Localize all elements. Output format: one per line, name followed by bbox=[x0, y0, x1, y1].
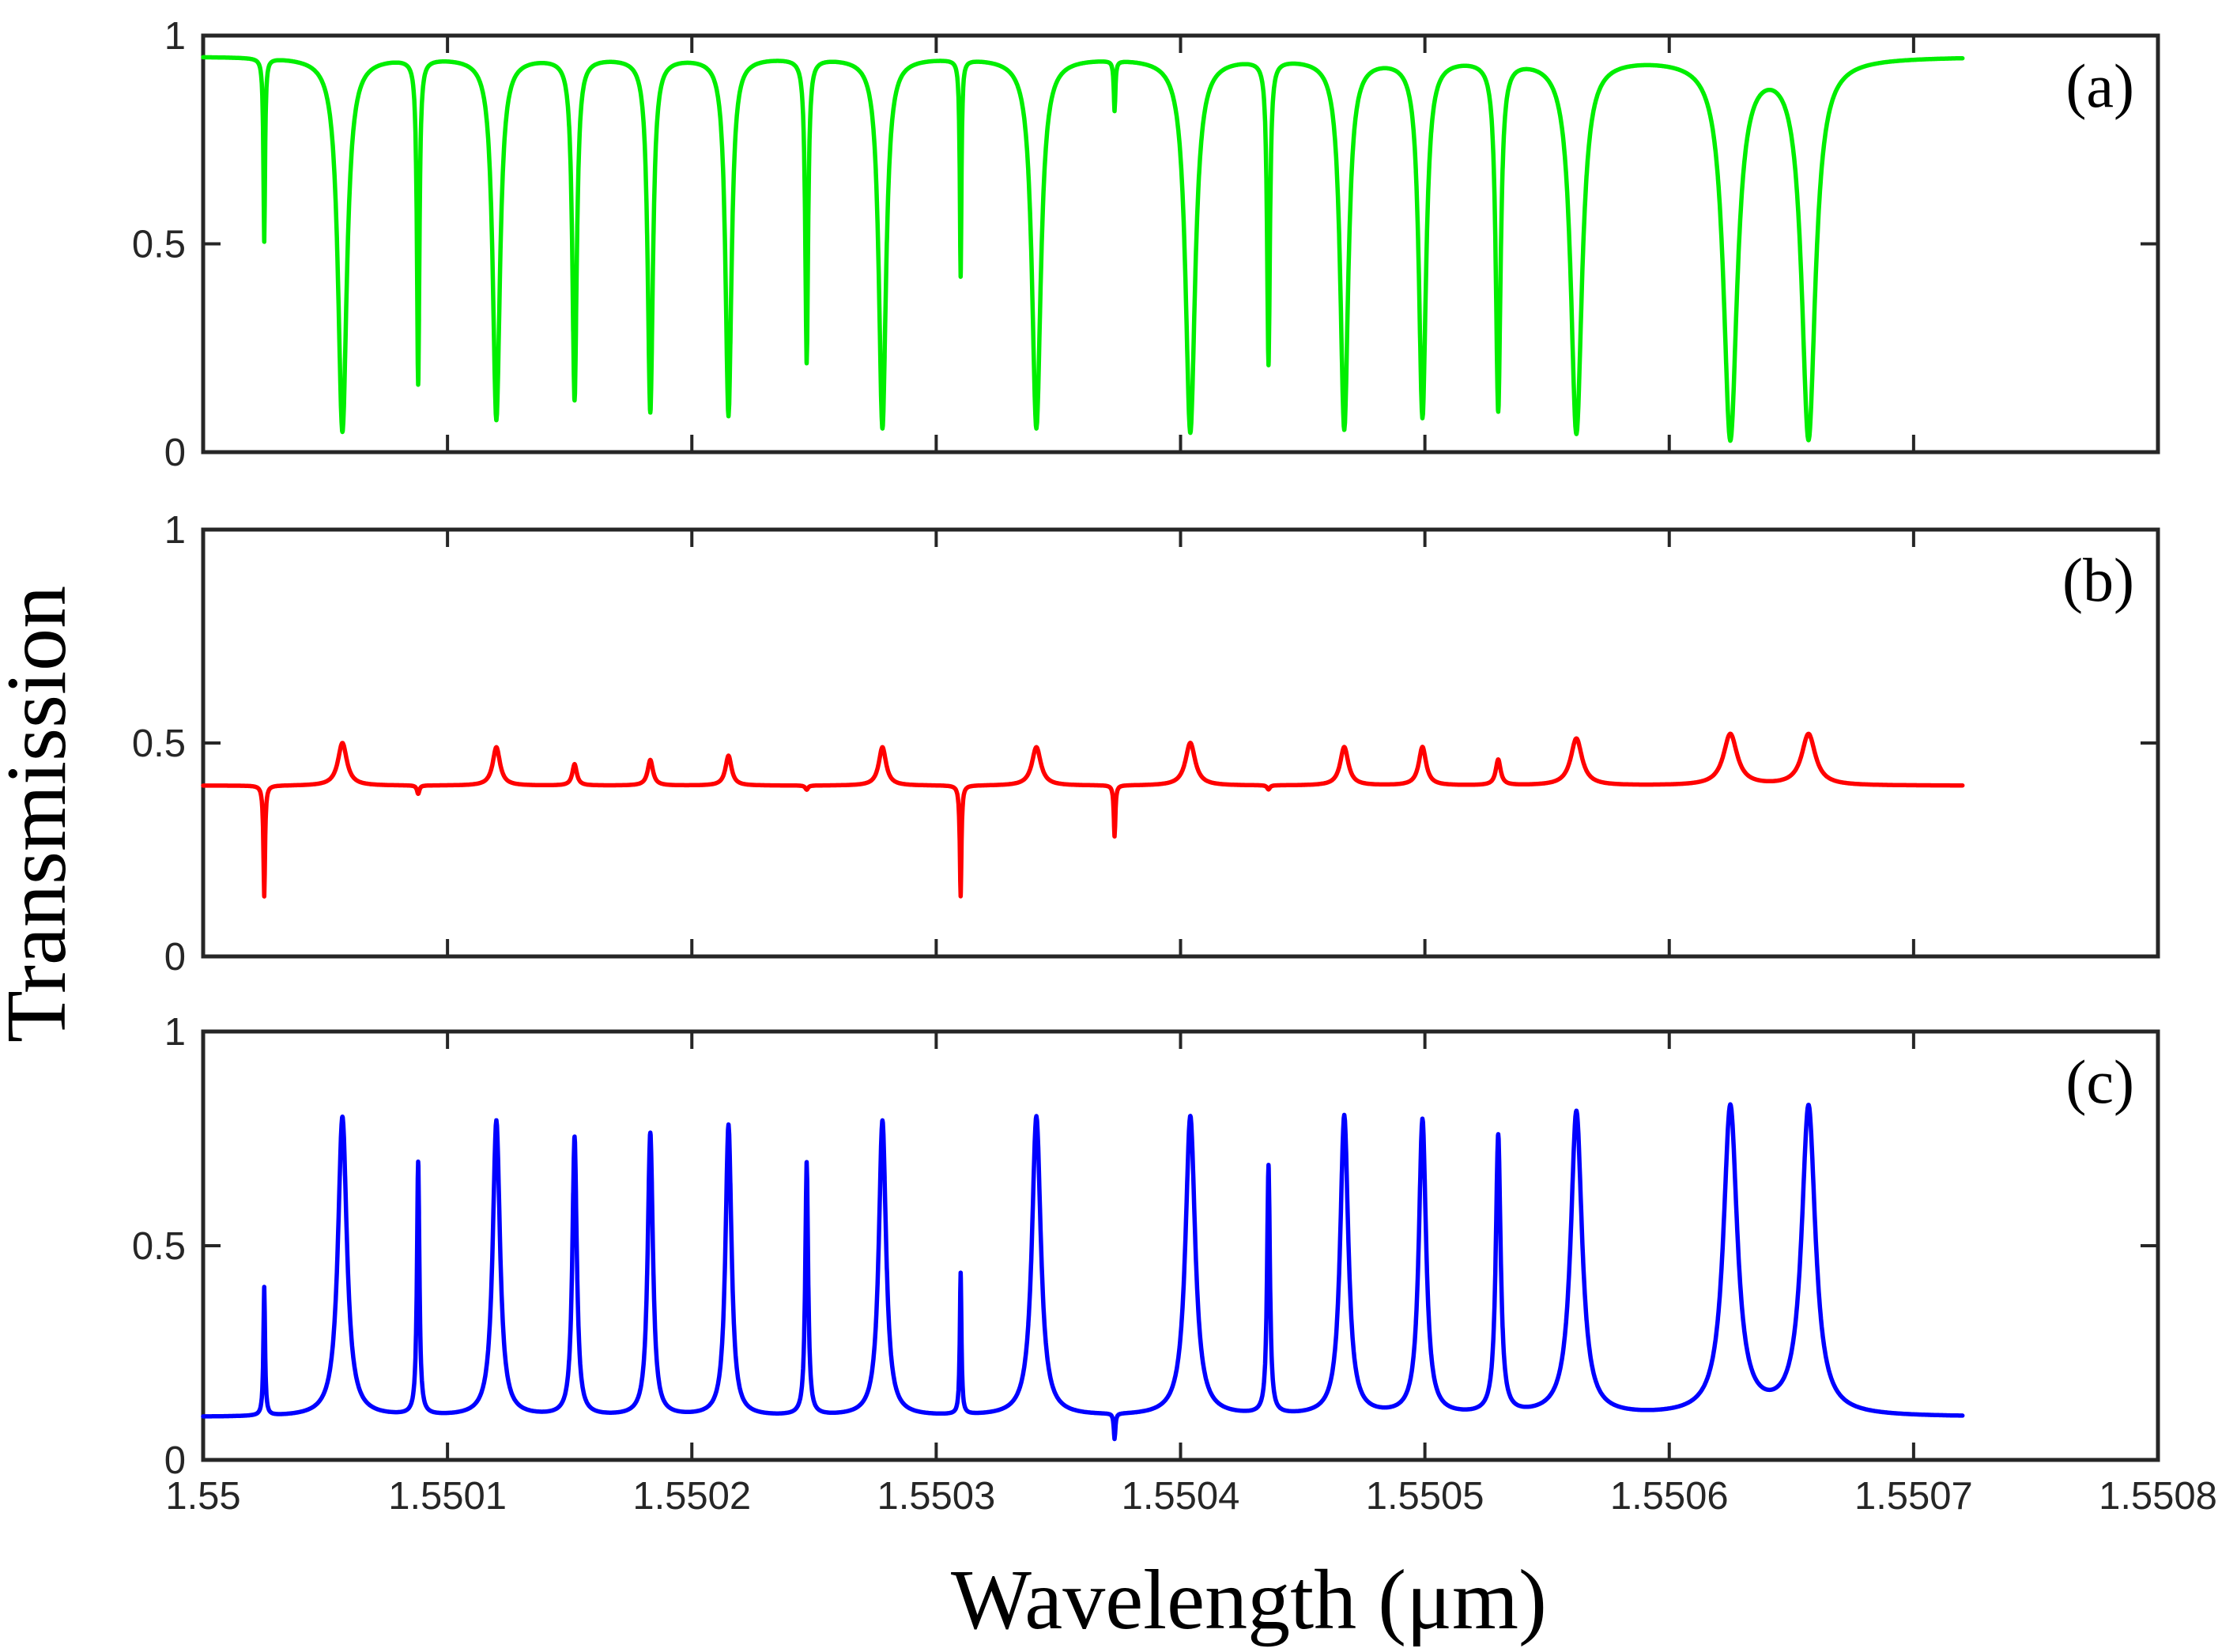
y-tick-label: 0 bbox=[164, 1439, 186, 1482]
x-tick-label: 1.5503 bbox=[877, 1475, 995, 1518]
x-tick-label: 1.5508 bbox=[2099, 1475, 2217, 1518]
x-tick-label: 1.5507 bbox=[1854, 1475, 1973, 1518]
plot-frame bbox=[201, 527, 2160, 959]
x-tick-label: 1.5504 bbox=[1122, 1475, 1240, 1518]
y-tick-label: 0.5 bbox=[132, 722, 186, 765]
y-tick-label: 0.5 bbox=[132, 1225, 186, 1268]
plot-frame bbox=[201, 1029, 2160, 1462]
x-tick-label: 1.5501 bbox=[388, 1475, 507, 1518]
x-tick-label: 1.5502 bbox=[632, 1475, 751, 1518]
transmission-curve bbox=[201, 731, 1965, 899]
x-tick-label: 1.5506 bbox=[1610, 1475, 1729, 1518]
y-tick-label: 1 bbox=[164, 15, 186, 58]
y-tick-label: 0 bbox=[164, 432, 186, 474]
panel-a: 0 0.5 1 (a) bbox=[132, 15, 2160, 474]
x-axis-title: Wavelength (μm) bbox=[951, 1553, 1547, 1647]
transmission-curve bbox=[201, 55, 1965, 443]
panel-label: (a) bbox=[2065, 51, 2134, 120]
y-axis-title: Transmission bbox=[0, 586, 84, 1043]
panel-label: (b) bbox=[2062, 545, 2134, 614]
panel-label: (c) bbox=[2065, 1047, 2134, 1116]
x-tick-label: 1.5505 bbox=[1366, 1475, 1484, 1518]
panels-group: 0 0.5 1 (a) 0 0.5 1 (b) 0 0.5 1 (c) 1.55 1.5501 1.5502… bbox=[132, 15, 2217, 1518]
panel-c: 0 0.5 1 (c) bbox=[132, 1011, 2160, 1482]
y-tick-label: 1 bbox=[164, 1011, 186, 1054]
y-tick-label: 0.5 bbox=[132, 224, 186, 266]
transmission-curve bbox=[201, 1102, 1965, 1442]
y-tick-label: 0 bbox=[164, 936, 186, 979]
x-tick-label: 1.55 bbox=[165, 1475, 240, 1518]
y-tick-label: 1 bbox=[164, 509, 186, 552]
panel-b: 0 0.5 1 (b) bbox=[132, 509, 2160, 979]
